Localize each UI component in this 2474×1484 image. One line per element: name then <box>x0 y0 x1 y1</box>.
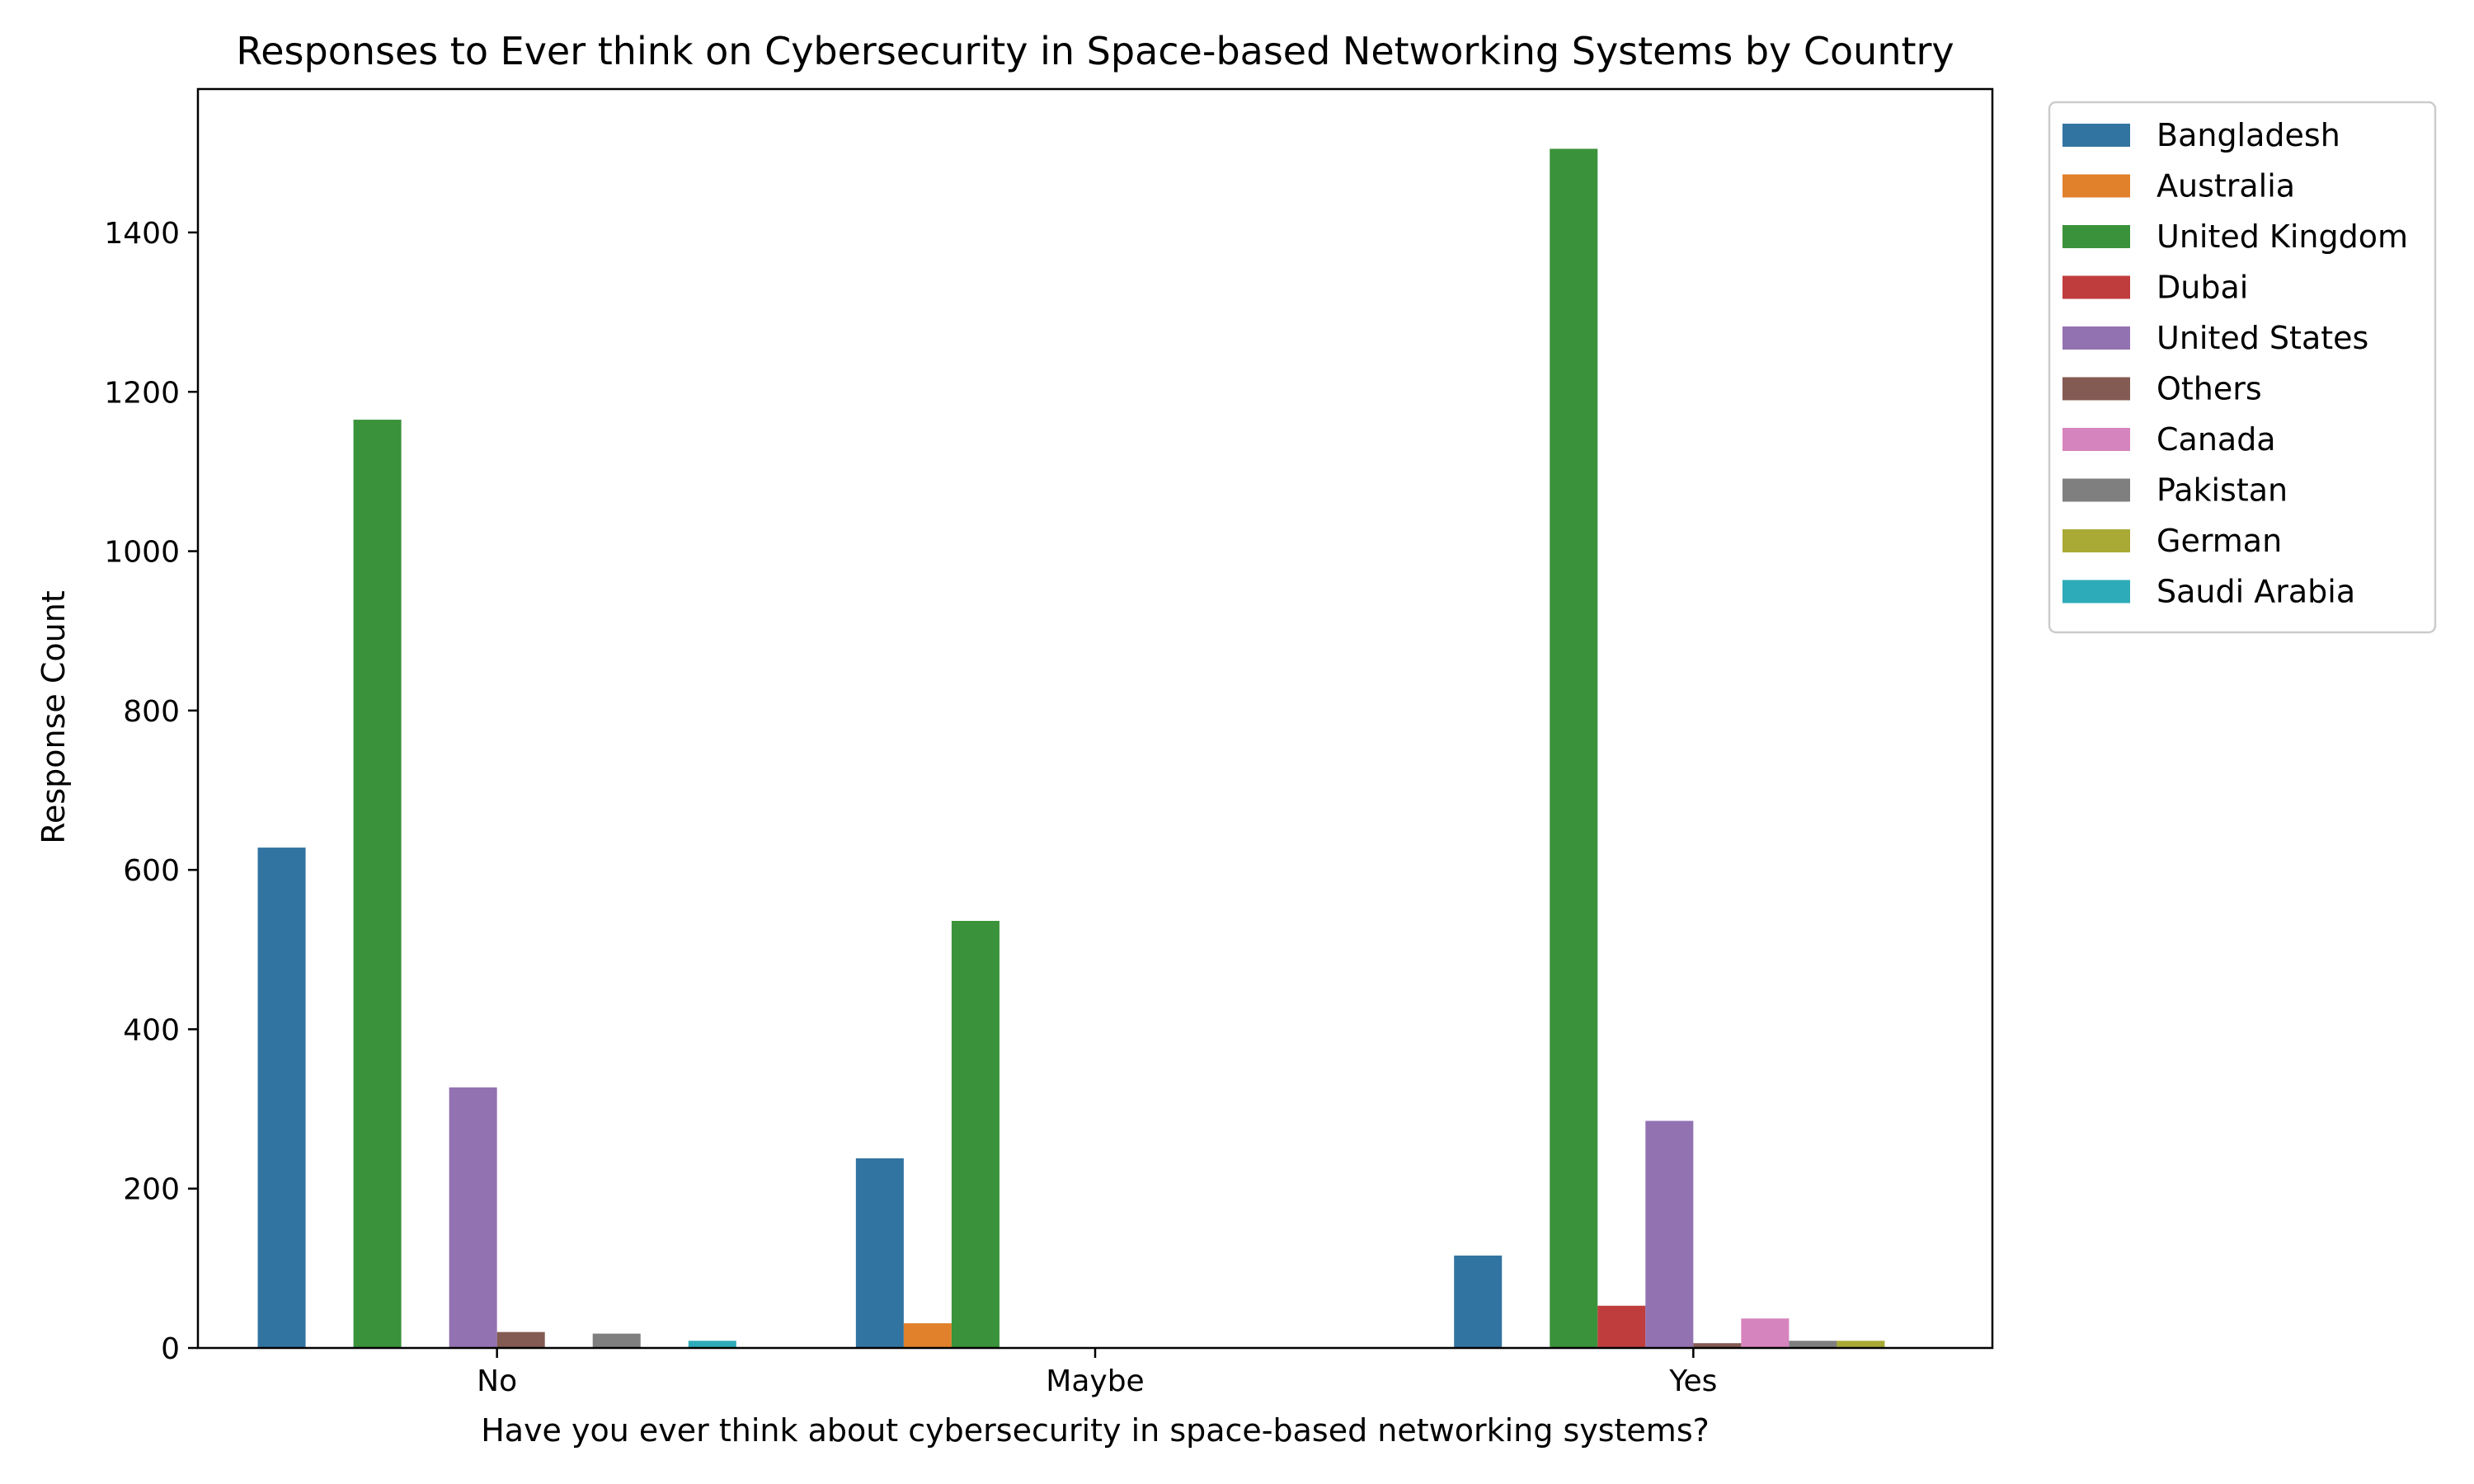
legend-swatch <box>2062 174 2130 198</box>
legend-swatch <box>2062 428 2130 451</box>
bar-united-kingdom-no <box>353 420 402 1348</box>
legend-swatch <box>2062 377 2130 401</box>
x-tick-label: Maybe <box>1046 1364 1144 1398</box>
legend-entry-label: United States <box>2157 320 2368 356</box>
legend-entry-label: Others <box>2157 371 2262 407</box>
chart-title: Responses to Ever think on Cybersecurity… <box>236 29 1954 73</box>
legend-entry-label: United Kingdom <box>2157 218 2408 255</box>
bar-saudi-arabia-no <box>688 1341 736 1348</box>
legend-entry-label: Australia <box>2157 168 2295 204</box>
bars-group <box>257 148 1885 1349</box>
x-axis: No Maybe Yes <box>477 1348 1717 1398</box>
bar-bangladesh-maybe <box>855 1158 904 1348</box>
y-axis: 0 200 400 600 800 1000 1200 1400 <box>104 217 198 1366</box>
legend-frame <box>2048 101 2437 634</box>
bar-australia-maybe <box>903 1323 952 1348</box>
y-tick-label: 1000 <box>104 536 180 570</box>
y-tick-label: 0 <box>161 1332 180 1366</box>
legend-swatch <box>2062 275 2130 299</box>
legend-entry-label: Canada <box>2157 421 2276 458</box>
x-tick-label: No <box>477 1364 517 1398</box>
y-tick-label: 600 <box>123 854 180 888</box>
legend-swatch <box>2062 326 2130 350</box>
legend-entry-label: German <box>2157 523 2282 559</box>
y-tick-label: 200 <box>123 1173 180 1207</box>
legend-entry-label: Saudi Arabia <box>2157 574 2355 610</box>
y-axis-label: Response Count <box>35 590 72 843</box>
bar-others-yes <box>1693 1343 1742 1348</box>
bar-united-states-yes <box>1645 1120 1694 1348</box>
legend-entry-label: Bangladesh <box>2157 117 2340 153</box>
legend: Bangladesh Australia United Kingdom Dubai Un… <box>2048 101 2437 634</box>
legend-entry-label: Dubai <box>2157 270 2248 306</box>
bar-pakistan-no <box>592 1333 641 1348</box>
x-tick-label: Yes <box>1668 1364 1717 1398</box>
bar-others-no <box>496 1331 545 1348</box>
legend-swatch <box>2062 225 2130 248</box>
bar-united-states-no <box>449 1087 497 1348</box>
y-tick-label: 400 <box>123 1013 180 1047</box>
bar-bangladesh-no <box>257 848 306 1348</box>
bar-pakistan-yes <box>1789 1341 1837 1348</box>
bar-german-yes <box>1837 1341 1885 1348</box>
legend-swatch <box>2062 478 2130 502</box>
bar-dubai-yes <box>1597 1305 1646 1348</box>
y-tick-label: 800 <box>123 695 180 729</box>
legend-swatch <box>2062 124 2130 147</box>
bar-united-kingdom-maybe <box>951 920 999 1348</box>
y-tick-label: 1400 <box>104 217 180 251</box>
x-axis-label: Have you ever think about cybersecurity … <box>481 1412 1710 1449</box>
y-tick-label: 1200 <box>104 376 180 410</box>
bar-united-kingdom-yes <box>1550 148 1598 1349</box>
legend-swatch <box>2062 529 2130 552</box>
bar-bangladesh-yes <box>1454 1255 1503 1348</box>
bar-canada-yes <box>1741 1318 1790 1348</box>
legend-entry-label: Pakistan <box>2157 472 2288 509</box>
legend-swatch <box>2062 580 2130 603</box>
